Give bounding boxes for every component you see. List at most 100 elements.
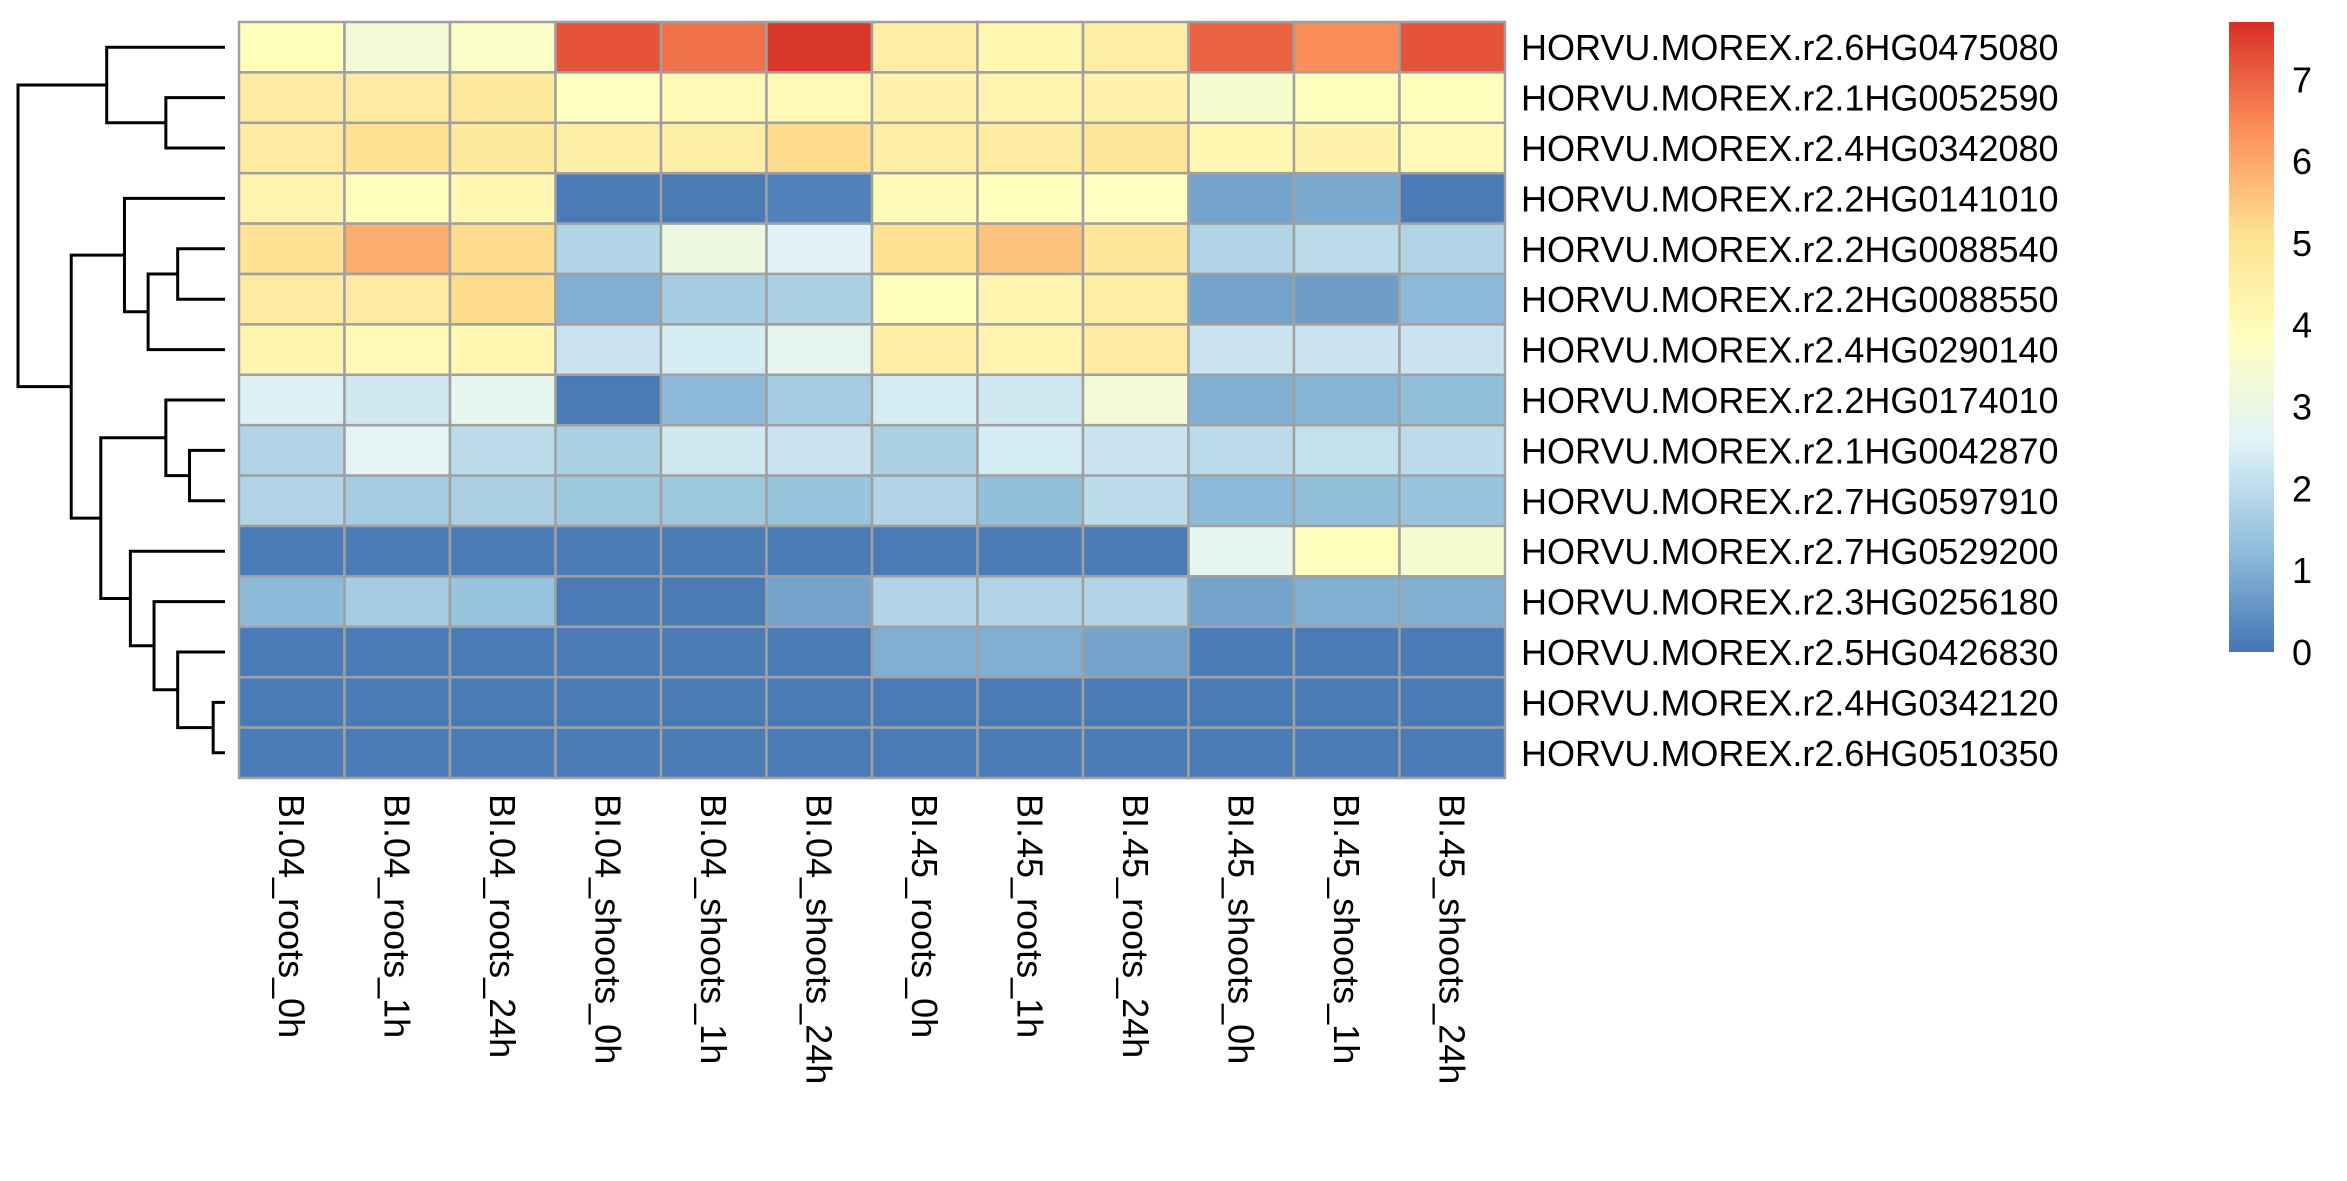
heatmap-cell	[765, 222, 874, 276]
heatmap-cell	[659, 272, 768, 326]
heatmap-cell	[1187, 474, 1296, 528]
heatmap-cell	[976, 524, 1085, 578]
heatmap-cell	[554, 373, 663, 427]
heatmap-cell	[765, 524, 874, 578]
heatmap-cell	[1292, 222, 1401, 276]
row-label: HORVU.MOREX.r2.6HG0475080	[1521, 27, 2059, 68]
heatmap-cell	[343, 272, 452, 326]
heatmap-cell	[448, 474, 557, 528]
dendrogram-branch	[69, 253, 125, 520]
dendrogram-branch	[211, 700, 225, 755]
legend-tick-label: 2	[2292, 468, 2312, 509]
heatmap-cell	[870, 575, 979, 629]
heatmap-cell	[659, 121, 768, 175]
heatmap-cell	[1398, 474, 1507, 528]
heatmap-cell	[976, 222, 1085, 276]
heatmap-cell	[765, 373, 874, 427]
heatmap-cell	[343, 575, 452, 629]
heatmap-cell	[1292, 121, 1401, 175]
row-label: HORVU.MOREX.r2.3HG0256180	[1521, 582, 2059, 623]
heatmap-cell	[237, 575, 346, 629]
heatmap-cell	[1187, 121, 1296, 175]
heatmap-cell	[870, 373, 979, 427]
heatmap-cell	[870, 272, 979, 326]
row-label: HORVU.MOREX.r2.2HG0088540	[1521, 229, 2059, 270]
heatmap-cell	[1187, 575, 1296, 629]
heatmap-cell	[870, 524, 979, 578]
heatmap-cell	[343, 524, 452, 578]
heatmap-cell	[765, 675, 874, 729]
heatmap-cell	[976, 675, 1085, 729]
heatmap-cell	[870, 474, 979, 528]
heatmap-cell	[554, 423, 663, 477]
heatmap-cell	[448, 71, 557, 125]
heatmap-cell	[1187, 171, 1296, 225]
dendrogram-branch	[176, 650, 225, 730]
heatmap-cell	[1292, 323, 1401, 377]
heatmap-cell	[1081, 121, 1190, 175]
dendrogram-branch	[146, 272, 225, 352]
heatmap-cell	[1398, 625, 1507, 679]
heatmap-cell	[237, 726, 346, 780]
column-label: BI.04_shoots_1h	[693, 794, 734, 1064]
heatmap-cell	[976, 20, 1085, 74]
heatmap-cell	[976, 625, 1085, 679]
heatmap-cell	[448, 20, 557, 74]
heatmap-cell	[1187, 272, 1296, 326]
column-label: BI.04_roots_0h	[271, 794, 312, 1038]
dendrogram-branch	[16, 83, 107, 389]
color-legend: 0 1 2 3 4 5 6 7	[2229, 22, 2312, 673]
column-label: BI.04_shoots_0h	[587, 794, 628, 1064]
heatmap-cell	[870, 323, 979, 377]
heatmap-cell	[448, 575, 557, 629]
heatmap-cell	[976, 373, 1085, 427]
column-label: BI.45_roots_24h	[1115, 794, 1156, 1058]
row-label: HORVU.MOREX.r2.5HG0426830	[1521, 632, 2059, 673]
heatmap-cell	[976, 726, 1085, 780]
dendrogram-branch	[188, 448, 225, 503]
heatmap-cell	[1292, 675, 1401, 729]
heatmap-cell	[554, 222, 663, 276]
row-label: HORVU.MOREX.r2.1HG0042870	[1521, 430, 2059, 471]
heatmap-cell	[554, 625, 663, 679]
heatmap-cell	[765, 272, 874, 326]
heatmap-cell	[237, 474, 346, 528]
heatmap-cell	[554, 20, 663, 74]
heatmap-cell	[343, 373, 452, 427]
heatmap-cell	[1292, 423, 1401, 477]
heatmap-cell	[870, 222, 979, 276]
heatmap-cell	[1398, 726, 1507, 780]
heatmap-cell	[237, 121, 346, 175]
dendrogram-branch	[122, 196, 225, 314]
legend-tick-label: 7	[2292, 59, 2312, 100]
heatmap-cell	[1292, 20, 1401, 74]
heatmap-cell	[343, 625, 452, 679]
heatmap-cell	[1187, 726, 1296, 780]
row-dendrogram	[16, 45, 225, 755]
heatmap-cell	[1292, 625, 1401, 679]
heatmap-cell	[1398, 323, 1507, 377]
heatmap-cell	[976, 423, 1085, 477]
heatmap-cell	[1292, 575, 1401, 629]
heatmap-cell	[870, 20, 979, 74]
heatmap-cell	[343, 423, 452, 477]
heatmap-cell	[765, 20, 874, 74]
dendrogram-branch	[164, 398, 225, 478]
heatmap-cell	[659, 373, 768, 427]
heatmap-cell	[554, 726, 663, 780]
heatmap-cell	[1187, 675, 1296, 729]
row-label: HORVU.MOREX.r2.4HG0290140	[1521, 330, 2059, 371]
heatmap-cell	[448, 675, 557, 729]
heatmap-cell	[554, 323, 663, 377]
heatmap-cell	[343, 71, 452, 125]
dendrogram-branch	[128, 549, 225, 648]
column-label: BI.45_shoots_0h	[1220, 794, 1261, 1064]
heatmap-cell	[659, 474, 768, 528]
heatmap-cell	[343, 323, 452, 377]
heatmap-cell	[554, 575, 663, 629]
heatmap-cell	[448, 726, 557, 780]
heatmap-cell	[870, 625, 979, 679]
heatmap-cell	[554, 474, 663, 528]
legend-tick-label: 0	[2292, 632, 2312, 673]
